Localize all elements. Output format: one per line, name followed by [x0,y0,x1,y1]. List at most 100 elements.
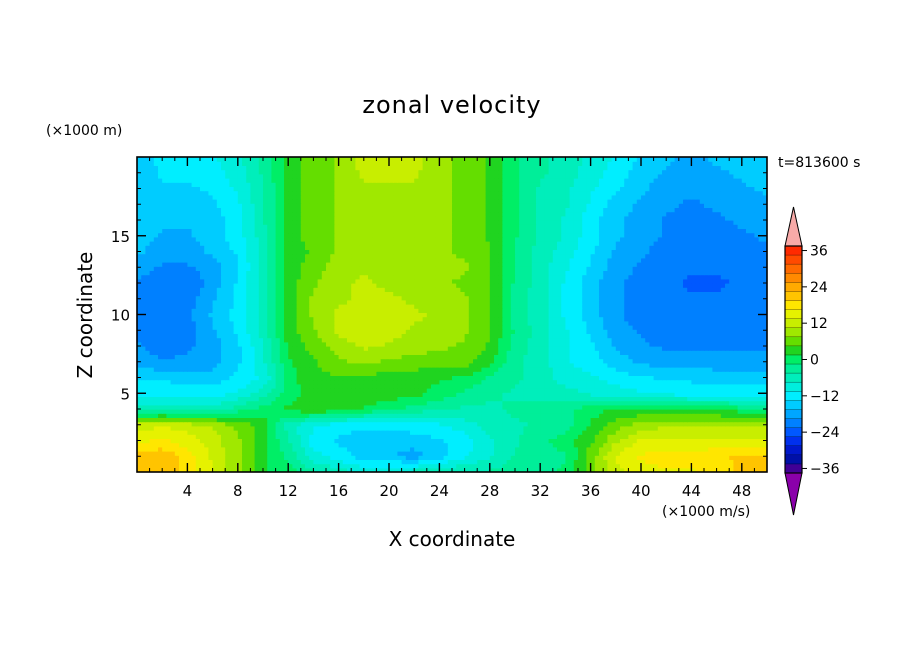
field-cell [624,341,629,347]
field-cell [729,383,734,389]
field-cell [586,396,592,402]
field-cell [683,371,688,376]
field-cell [552,379,558,385]
field-cell [179,354,184,360]
field-cell [363,388,369,393]
field-cell [565,350,571,355]
field-cell [263,417,268,423]
field-cell [347,392,352,397]
field-cell [363,379,369,385]
field-cell [296,417,302,423]
field-cell [368,367,373,372]
field-cell [435,442,440,448]
field-cell [149,354,155,360]
field-cell [204,446,209,452]
field-cell [620,375,625,381]
field-cell [758,379,764,385]
field-cell [523,421,529,427]
field-cell [666,371,671,376]
field-cell [204,442,209,448]
field-cell [267,409,272,414]
field-cell [762,463,767,469]
field-cell [678,333,684,339]
field-cell [166,371,172,376]
field-cell [607,354,613,360]
field-cell [351,404,356,410]
field-cell [405,446,411,452]
field-cell [653,346,659,351]
field-cell [422,404,428,410]
field-cell [368,467,373,472]
field-cell [456,425,461,431]
field-cell [435,337,440,343]
field-cell [145,333,151,339]
field-cell [624,438,629,444]
field-cell [414,346,419,351]
field-cell [468,455,474,460]
field-cell [615,430,621,435]
field-cell [305,354,310,360]
field-cell [225,341,230,347]
field-cell [279,329,285,334]
field-cell [275,455,281,460]
field-cell [645,350,650,355]
field-cell [695,346,701,351]
field-cell [527,392,533,397]
field-cell [477,358,482,364]
field-cell [578,442,583,448]
field-cell [687,388,692,393]
field-cell [246,442,251,448]
field-cell [296,451,302,456]
field-cell [233,358,239,364]
field-cell [468,358,474,364]
field-cell [695,442,701,448]
field-cell [258,434,264,439]
field-cell [649,362,655,368]
field-cell [737,350,743,355]
field-cell [586,341,592,347]
field-cell [384,455,390,460]
field-cell [674,362,680,368]
field-cell [699,459,705,465]
field-cell [481,354,487,360]
field-cell [326,409,331,414]
field-cell [443,430,449,435]
field-cell [292,413,298,418]
field-cell [557,367,562,372]
field-cell [439,459,445,465]
field-cell [548,413,554,418]
field-cell [149,413,155,418]
field-cell [641,434,646,439]
field-cell [573,430,579,435]
field-cell [573,333,579,339]
field-cell [687,413,692,418]
field-cell [691,404,697,410]
field-cell [204,459,209,465]
field-cell [468,333,474,339]
field-cell [292,333,298,339]
field-cell [401,396,407,402]
field-cell [216,425,222,431]
field-cell [418,346,424,351]
field-cell [599,379,604,385]
field-cell [216,451,222,456]
field-cell [657,417,663,423]
field-cell [519,392,524,397]
field-cell [460,459,466,465]
field-cell [460,438,466,444]
field-cell [708,463,713,469]
field-cell [695,379,701,385]
field-cell [615,354,621,360]
field-cell [657,438,663,444]
field-cell [418,421,424,427]
field-cell [267,430,272,435]
field-cell [645,367,650,372]
field-cell [695,350,701,355]
field-cell [397,438,403,444]
field-cell [229,341,235,347]
field-cell [410,430,415,435]
field-cell [641,421,646,427]
field-cell [363,442,369,448]
field-cell [468,392,474,397]
field-cell [464,430,470,435]
